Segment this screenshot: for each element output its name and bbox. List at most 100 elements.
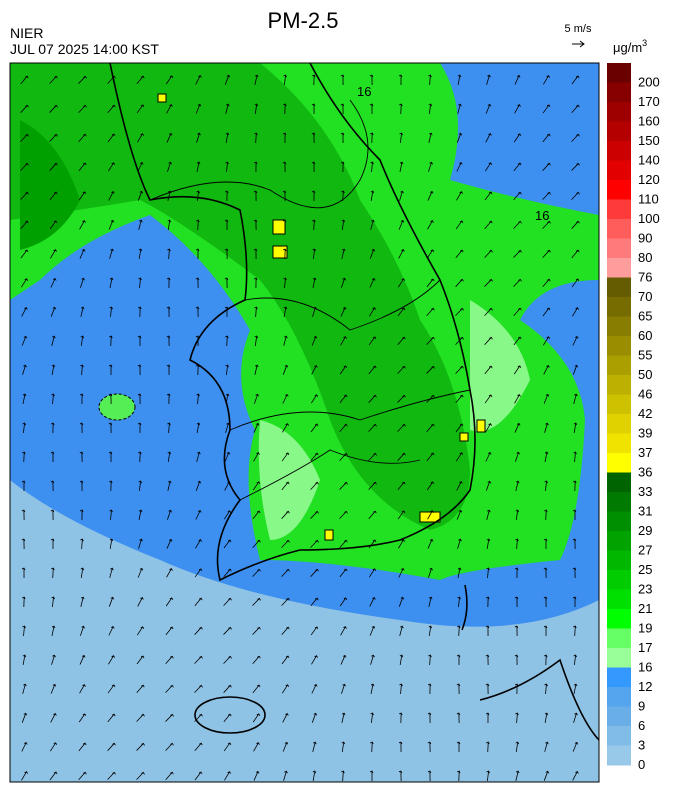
wind-arrow — [571, 249, 580, 259]
wind-arrow — [427, 712, 432, 724]
colorbar-segment — [607, 238, 631, 259]
wind-arrow — [310, 394, 319, 404]
wind-arrow — [51, 596, 55, 608]
wind-arrow — [108, 480, 113, 492]
wind-arrow — [543, 75, 550, 85]
wind-arrow — [572, 596, 577, 608]
wind-arrow — [311, 103, 316, 115]
wind-arrow — [138, 248, 143, 259]
wind-arrow — [513, 191, 522, 201]
wind-arrow — [312, 770, 317, 781]
wind-arrow — [310, 597, 319, 607]
wind-arrow — [544, 480, 548, 492]
wind-arrow — [573, 451, 577, 463]
wind-arrow — [80, 538, 84, 550]
wind-arrow — [252, 568, 261, 577]
colorbar-label: 0 — [638, 757, 645, 772]
wind-arrow — [282, 248, 287, 260]
wind-arrow — [515, 741, 520, 753]
wind-arrow — [369, 248, 376, 259]
wind-arrow — [138, 538, 143, 549]
wind-arrow — [457, 596, 461, 608]
wind-arrow — [194, 597, 203, 607]
wind-arrow — [20, 104, 29, 113]
wind-arrow — [109, 248, 114, 259]
wind-arrow — [194, 568, 203, 578]
wind-arrow — [254, 74, 259, 85]
wind-arrow — [282, 713, 289, 723]
wind-arrow — [223, 539, 232, 549]
colorbar-segment — [607, 648, 631, 668]
wind-arrow — [572, 538, 577, 550]
wind-arrow — [21, 538, 26, 550]
wind-arrow — [224, 74, 231, 85]
colorbar-label: 76 — [638, 270, 652, 285]
wind-arrow — [107, 133, 116, 143]
colorbar-segment — [607, 706, 631, 727]
colorbar-label: 36 — [638, 465, 652, 480]
wind-arrow — [165, 713, 174, 722]
wind-arrow — [253, 770, 260, 781]
wind-arrow — [49, 220, 58, 230]
wind-arrow — [253, 452, 260, 462]
wind-arrow — [311, 190, 316, 202]
wind-arrow — [224, 190, 229, 202]
wind-arrow — [136, 713, 145, 722]
wind-arrow — [514, 567, 519, 579]
wind-arrow — [109, 509, 113, 521]
wind-arrow — [341, 770, 345, 782]
wind-arrow — [166, 306, 171, 318]
wind-arrow — [283, 103, 287, 115]
wind-arrow — [484, 220, 493, 230]
wind-arrow — [514, 104, 521, 114]
wind-arrow — [108, 422, 113, 434]
wind-arrow — [166, 538, 173, 549]
colorbar-label: 160 — [638, 114, 660, 129]
wind-arrow — [370, 712, 374, 724]
colorbar-segment — [607, 433, 631, 454]
colorbar-segment — [607, 258, 631, 278]
wind-arrow — [282, 219, 287, 231]
wind-arrow — [225, 364, 229, 376]
wind-arrow — [572, 567, 577, 579]
wind-arrow — [572, 364, 579, 375]
colorbar-label: 100 — [638, 211, 660, 226]
wind-arrow — [485, 480, 492, 491]
wind-arrow — [397, 365, 406, 374]
colorbar-segment — [607, 102, 631, 122]
wind-arrow — [107, 742, 116, 751]
colorbar-label: 3 — [638, 738, 645, 753]
wind-scale-arrow — [572, 40, 585, 48]
wind-arrow — [283, 306, 288, 317]
wind-arrow — [22, 451, 26, 463]
wind-arrow — [369, 625, 376, 636]
wind-arrow — [341, 741, 346, 753]
wind-arrow — [485, 451, 492, 462]
wind-arrow — [484, 365, 493, 375]
wind-arrow — [544, 683, 548, 695]
wind-arrow — [167, 422, 171, 434]
wind-arrow — [50, 306, 57, 317]
wind-arrow — [137, 597, 144, 607]
wind-arrow — [79, 451, 84, 463]
wind-arrow — [165, 742, 174, 751]
wind-arrow — [310, 510, 319, 519]
wind-arrow — [281, 597, 290, 606]
wind-arrow — [515, 538, 519, 550]
wind-arrow — [78, 104, 87, 113]
wind-arrow — [137, 422, 142, 434]
wind-arrow — [109, 306, 113, 318]
wind-arrow — [22, 393, 27, 404]
wind-arrow — [427, 220, 434, 230]
wind-arrow — [312, 248, 316, 260]
wind-arrow — [399, 683, 403, 695]
wind-arrow — [399, 132, 403, 144]
wind-arrow — [311, 335, 318, 346]
wind-arrow — [370, 190, 375, 201]
wind-arrow — [455, 365, 464, 374]
colorbar-segment — [607, 511, 631, 532]
wind-arrow — [196, 190, 200, 202]
wind-arrow — [485, 712, 490, 724]
wind-arrow — [428, 74, 432, 86]
wind-arrow — [21, 712, 28, 723]
